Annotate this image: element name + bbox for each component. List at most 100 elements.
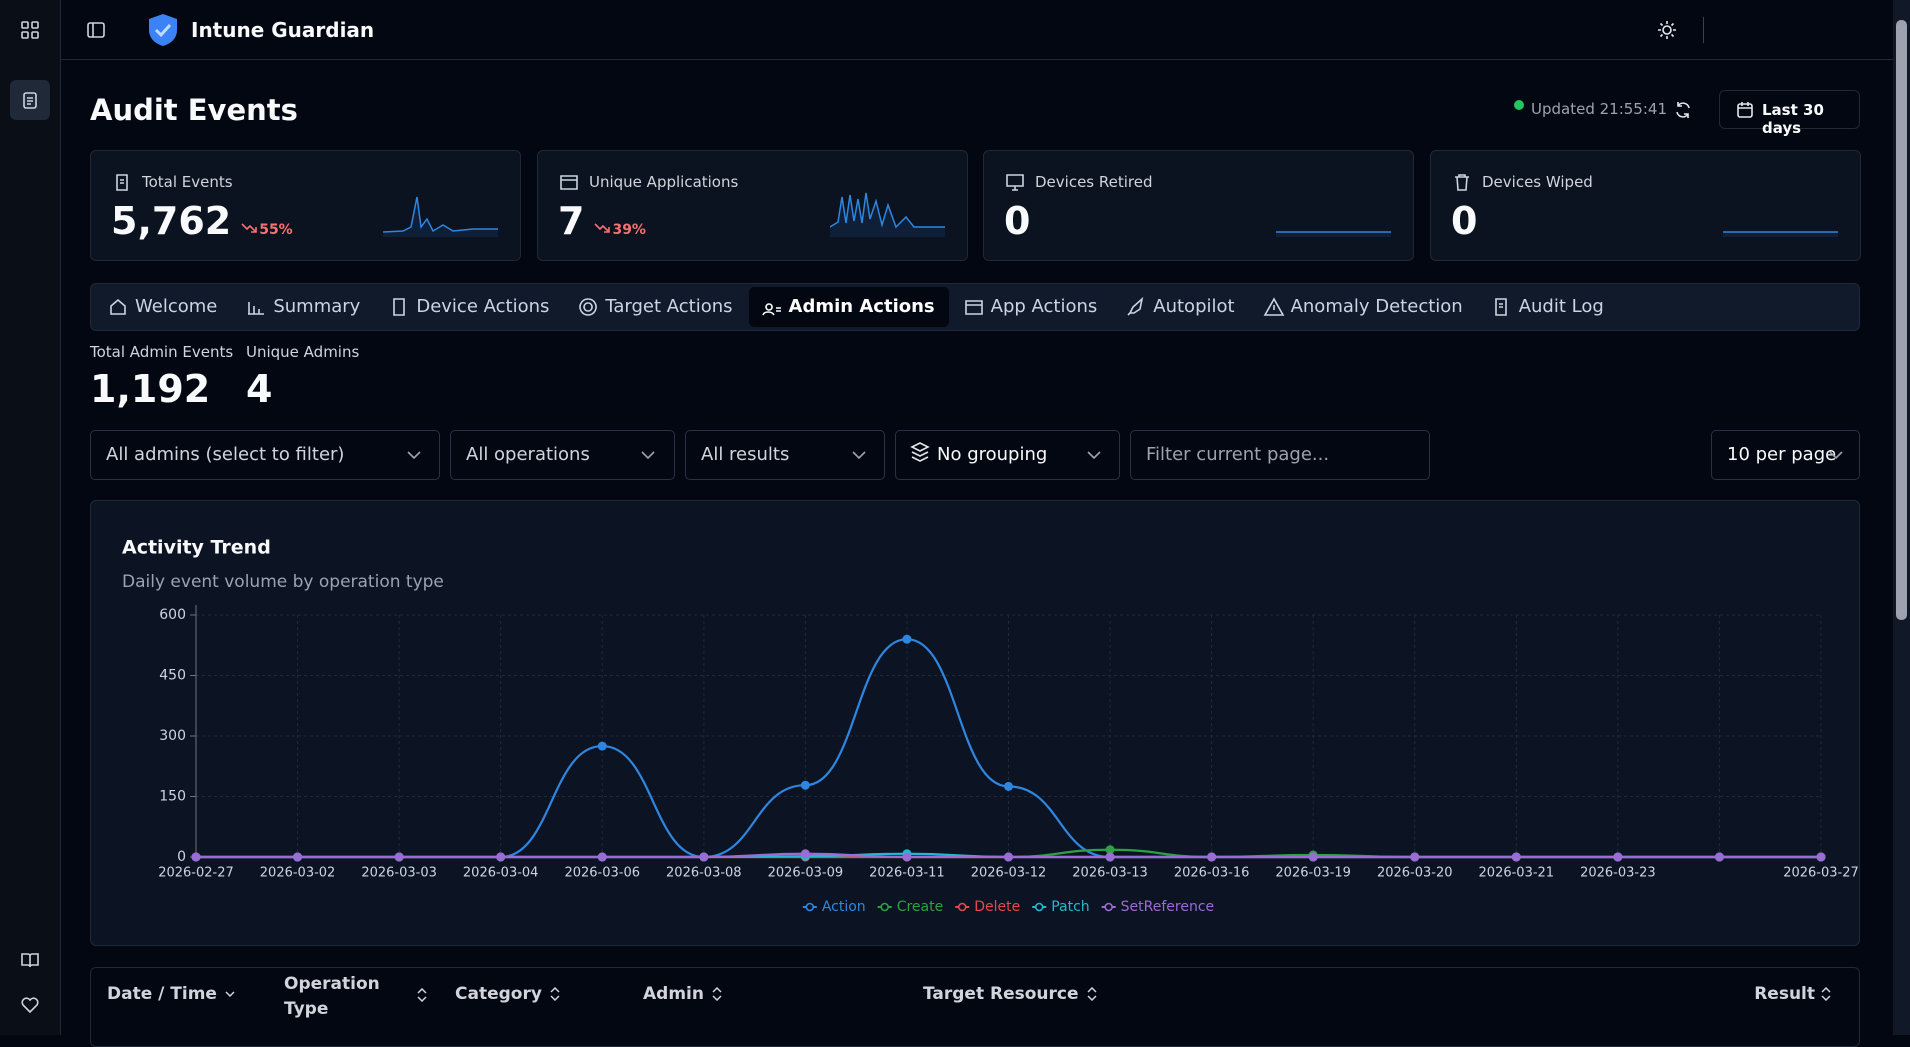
stat-icon-shape: [560, 175, 578, 190]
sort-arrows: [1821, 987, 1831, 1001]
sparkline: [1276, 231, 1391, 237]
table-header: Date / Time Operation Type Category Admin Ta…: [90, 967, 1860, 1047]
tab[interactable]: Welcome: [95, 287, 231, 327]
tab-label: Target Actions: [605, 296, 733, 317]
theme-toggle[interactable]: [1657, 20, 1677, 40]
stat-label: Devices Wiped: [1482, 173, 1593, 191]
page-size-select[interactable]: 10 per page: [1711, 430, 1860, 480]
legend-swatch-dot: [957, 902, 967, 912]
tab[interactable]: Summary: [233, 287, 374, 327]
sort-icon: [225, 991, 235, 998]
tab[interactable]: Audit Log: [1479, 287, 1618, 327]
tab[interactable]: Device Actions: [376, 287, 563, 327]
x-tick-label: 2026-03-23: [1580, 866, 1656, 881]
stat-label: Total Events: [142, 173, 233, 191]
x-tick-label: 2026-03-04: [463, 866, 539, 881]
data-point: [902, 852, 912, 862]
legend-item[interactable]: Patch: [1032, 899, 1090, 915]
column-header[interactable]: Result: [1754, 984, 1815, 1004]
scrollbar[interactable]: [1893, 0, 1910, 1035]
operation-filter[interactable]: All operations: [450, 430, 675, 480]
range-label: Last 30 days: [1762, 101, 1824, 137]
search-input[interactable]: Filter current page...: [1130, 430, 1430, 480]
y-tick-label: 300: [159, 728, 186, 744]
status-dot: [1514, 100, 1524, 110]
audit-icon: [23, 92, 37, 109]
y-tick-label: 600: [159, 607, 186, 623]
grouping-label: No grouping: [937, 444, 1048, 465]
y-tick-label: 0: [177, 849, 186, 865]
tab-icon-shape: [579, 298, 598, 316]
refresh-button[interactable]: [1673, 100, 1693, 120]
data-point: [1511, 852, 1521, 862]
tab-icon-shape: [1494, 298, 1507, 316]
legend-label: Action: [822, 899, 866, 915]
sparkline-area: [1276, 232, 1391, 237]
scroll-thumb[interactable]: [1896, 20, 1907, 620]
chart-subtitle: Daily event volume by operation type: [122, 572, 444, 592]
x-tick-label: 2026-03-27: [1783, 866, 1859, 881]
trend-down-icon: [241, 223, 258, 233]
column-header[interactable]: Operation Type: [284, 974, 380, 1019]
tab-icon: [1127, 296, 1144, 316]
docs-icon[interactable]: [20, 950, 40, 970]
stat-value: 5,762: [111, 199, 232, 243]
tab[interactable]: Anomaly Detection: [1251, 287, 1477, 327]
legend-item[interactable]: Action: [802, 899, 866, 915]
tab-label: Welcome: [135, 296, 218, 317]
stat-icon-shape: [1006, 174, 1024, 191]
tab-icon: [248, 302, 265, 315]
stat-value: 0: [1451, 199, 1478, 243]
column-header[interactable]: Date / Time: [107, 984, 217, 1004]
trend-down-icon: [594, 223, 611, 233]
sparkline: [383, 196, 498, 237]
tab[interactable]: Autopilot: [1113, 287, 1248, 327]
sort-icon: [550, 987, 560, 1001]
stat-card: Devices Wiped 0: [1430, 150, 1861, 261]
app-title: Intune Guardian: [191, 18, 375, 42]
data-point: [597, 741, 607, 751]
data-point: [1410, 852, 1420, 862]
sparkline-line: [383, 196, 498, 233]
tab-label: Autopilot: [1153, 296, 1235, 317]
legend-item[interactable]: Delete: [955, 899, 1020, 915]
range-button[interactable]: Last 30 days: [1719, 90, 1860, 137]
x-tick-label: 2026-03-20: [1377, 866, 1453, 881]
stat-icon: [560, 175, 578, 190]
legend-item[interactable]: Create: [877, 899, 944, 915]
column-header[interactable]: Category: [455, 984, 542, 1004]
admin-filter[interactable]: All admins (select to filter): [90, 430, 440, 480]
data-point: [800, 849, 810, 859]
sort-arrows: [1087, 987, 1097, 1001]
nav-audit[interactable]: [10, 80, 50, 120]
x-tick-label: 2026-03-11: [869, 866, 945, 881]
tab-icon: [761, 303, 781, 316]
divider: [1703, 17, 1704, 43]
column-header[interactable]: Admin: [643, 984, 704, 1004]
sidebar-toggle[interactable]: [86, 20, 106, 40]
tab[interactable]: Admin Actions: [748, 287, 949, 327]
legend-swatch-dot: [805, 902, 815, 912]
sparkline-line: [830, 192, 945, 229]
legend-swatch-dot: [1034, 902, 1044, 912]
column-header[interactable]: Target Resource: [923, 984, 1079, 1004]
data-point: [191, 852, 201, 862]
tab[interactable]: App Actions: [951, 287, 1112, 327]
tab[interactable]: Target Actions: [565, 287, 746, 327]
data-point: [597, 852, 607, 862]
tab-icon: [110, 298, 126, 315]
data-point: [1308, 852, 1318, 862]
legend-item[interactable]: SetReference: [1101, 899, 1215, 915]
apps-icon[interactable]: [20, 20, 40, 40]
heart-icon[interactable]: [20, 995, 40, 1015]
result-filter[interactable]: All results: [685, 430, 885, 480]
tab-icon: [579, 298, 598, 316]
grouping-select[interactable]: No grouping: [895, 430, 1120, 480]
tab-icon: [1494, 298, 1507, 316]
summary-value: 4: [246, 367, 273, 411]
stat-card: Devices Retired 0: [983, 150, 1414, 261]
stat-value: 0: [1004, 199, 1031, 243]
summary-label: Total Admin Events: [90, 343, 234, 361]
page-title: Audit Events: [90, 93, 298, 127]
